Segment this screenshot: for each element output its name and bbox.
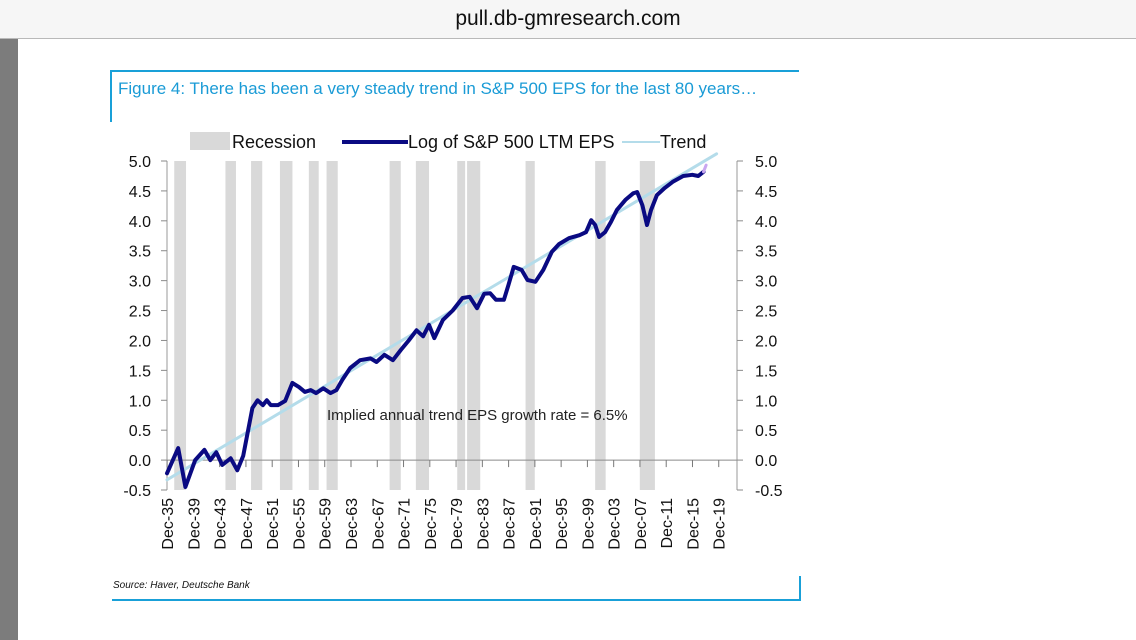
x-tick-label: Dec-75 [423, 498, 440, 550]
x-ticks: Dec-35 Dec-39 Dec-43 Dec-47 Dec-51 Dec-55 Dec-… [160, 460, 729, 550]
y-tick-label-left: -0.5 [123, 483, 151, 500]
y-tick-label-left: 1.5 [129, 363, 151, 380]
side-panel-edge [0, 39, 18, 640]
y-tick-label-right: 2.0 [755, 333, 777, 350]
x-tick-label: Dec-19 [712, 498, 729, 550]
x-tick-label: Dec-83 [475, 498, 492, 550]
y-tick-label-right: 4.0 [755, 214, 777, 231]
y-tick-label-right: -0.5 [755, 483, 783, 500]
recession-band [595, 161, 606, 490]
y-tick-label-left: 0.5 [129, 423, 151, 440]
y-tick-label-left: 1.0 [129, 393, 151, 410]
legend: Recession Log of S&P 500 LTM EPS Trend [190, 132, 706, 152]
annotation-growth-rate: Implied annual trend EPS growth rate = 6… [327, 407, 628, 424]
x-tick-label: Dec-63 [344, 498, 361, 550]
x-tick-label: Dec-59 [318, 498, 335, 550]
y-tick-label-right: 3.0 [755, 274, 777, 291]
y-tick-label-left: 3.5 [129, 244, 151, 261]
x-tick-label: Dec-11 [659, 498, 676, 548]
x-tick-label: Dec-79 [449, 498, 466, 550]
recession-band [389, 161, 401, 490]
figure-right-rule [799, 576, 801, 601]
recession-bands [174, 161, 655, 490]
x-tick-label: Dec-55 [291, 498, 308, 550]
figure-top-rule [110, 70, 799, 72]
x-tick-label: Dec-71 [397, 498, 414, 550]
y-tick-label-right: 1.0 [755, 393, 777, 410]
legend-eps-label: Log of S&P 500 LTM EPS [408, 132, 614, 152]
y-tick-label-right: 5.0 [755, 154, 777, 171]
x-tick-label: Dec-67 [370, 498, 387, 550]
x-tick-label: Dec-39 [186, 498, 203, 550]
axes [166, 161, 738, 490]
y-tick-label-left: 4.5 [129, 184, 151, 201]
y-tick-label-right: 3.5 [755, 244, 777, 261]
x-tick-label: Dec-35 [160, 498, 177, 550]
x-tick-label: Dec-91 [528, 498, 545, 550]
y-tick-label-right: 0.0 [755, 453, 777, 470]
x-tick-label: Dec-99 [580, 498, 597, 550]
y-tick-label-right: 1.5 [755, 363, 777, 380]
recession-band [174, 161, 187, 490]
x-tick-label: Dec-51 [265, 498, 282, 550]
recession-band [326, 161, 338, 490]
trend-line [165, 152, 719, 482]
figure-left-rule [110, 70, 112, 122]
x-tick-label: Dec-95 [554, 498, 571, 550]
legend-recession-label: Recession [232, 132, 316, 152]
y-tick-label-left: 5.0 [129, 154, 151, 171]
source-note: Source: Haver, Deutsche Bank [113, 580, 250, 591]
y-tick-label-right: 2.5 [755, 304, 777, 321]
url-text[interactable]: pull.db-gmresearch.com [455, 7, 681, 30]
figure-bottom-rule [112, 599, 801, 601]
x-tick-label: Dec-87 [502, 498, 519, 550]
y-tick-label-right: 4.5 [755, 184, 777, 201]
y-tick-label-left: 0.0 [129, 453, 151, 470]
recession-band [467, 161, 481, 490]
x-tick-label: Dec-43 [213, 498, 230, 550]
series [165, 152, 719, 489]
legend-recession-swatch [190, 132, 230, 150]
recession-band [279, 161, 293, 490]
eps-forecast-tail [702, 163, 708, 174]
recession-band [415, 161, 430, 490]
x-tick-label: Dec-47 [239, 498, 256, 550]
recession-band [251, 161, 263, 490]
y-ticks: 5.0 5.0 4.5 4.5 4.0 4.0 3.5 3.5 3.0 3.0 2.5 2.5 2.0 2… [123, 154, 782, 500]
recession-band [225, 161, 236, 490]
figure-title: Figure 4: There has been a very steady t… [118, 79, 758, 98]
recession-band [308, 161, 319, 490]
x-tick-label: Dec-07 [633, 498, 650, 550]
y-tick-label-right: 0.5 [755, 423, 777, 440]
x-tick-label: Dec-03 [607, 498, 624, 550]
y-tick-label-left: 4.0 [129, 214, 151, 231]
browser-address-bar: pull.db-gmresearch.com [0, 0, 1136, 39]
y-tick-label-left: 2.0 [129, 333, 151, 350]
x-tick-label: Dec-15 [685, 498, 702, 550]
eps-line [165, 169, 706, 489]
y-tick-label-left: 2.5 [129, 304, 151, 321]
recession-band [639, 161, 655, 490]
legend-trend-label: Trend [660, 132, 706, 152]
recession-band [525, 161, 535, 490]
recession-band [457, 161, 466, 490]
y-tick-label-left: 3.0 [129, 274, 151, 291]
